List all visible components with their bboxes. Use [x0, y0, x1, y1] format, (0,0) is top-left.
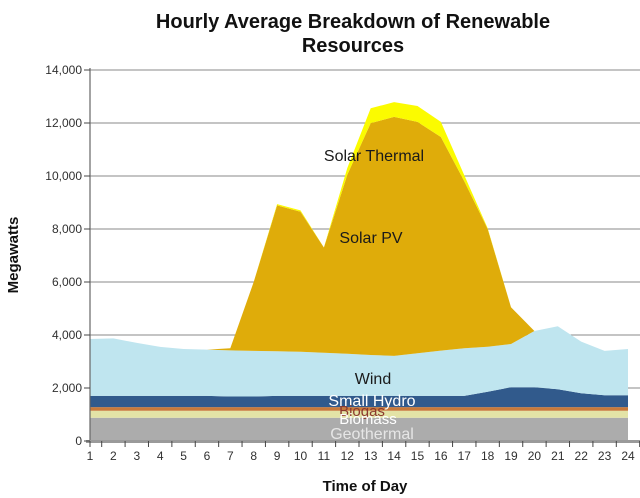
x-tick-label: 8	[250, 449, 257, 463]
chart-title: Hourly Average Breakdown of Renewable Re…	[155, 11, 551, 57]
y-axis-ticks: 0 2,000 4,000 6,000 8,000 10,000 12,000 14,000	[45, 63, 90, 448]
x-tick-label: 21	[551, 449, 565, 463]
x-tick-label: 13	[364, 449, 378, 463]
x-tick-label: 16	[434, 449, 448, 463]
area-geothermal	[90, 417, 628, 441]
area-series	[90, 102, 628, 441]
inline-series-labels: Solar Thermal Solar PV Wind Small Hydro …	[324, 148, 424, 443]
y-tick-label: 2,000	[52, 381, 82, 395]
x-tick-label: 1	[87, 449, 94, 463]
x-axis-title: Time of Day	[323, 478, 408, 495]
x-tick-label: 18	[481, 449, 495, 463]
x-tick-label: 23	[598, 449, 612, 463]
x-tick-label: 3	[133, 449, 140, 463]
series-label-solar-pv: Solar PV	[339, 230, 402, 247]
x-tick-label: 15	[411, 449, 425, 463]
x-tick-label: 11	[318, 449, 331, 463]
series-label-biogas: Biogas	[339, 403, 385, 420]
area-biogas	[90, 407, 628, 411]
x-tick-label: 14	[387, 449, 401, 463]
area-small-hydro	[90, 387, 628, 408]
series-label-small-hydro: Small Hydro	[328, 393, 415, 410]
x-tick-label: 7	[227, 449, 234, 463]
x-tick-label: 24	[621, 449, 635, 463]
area-biomass	[90, 410, 628, 418]
y-tick-label: 12,000	[45, 116, 82, 130]
y-tick-label: 4,000	[52, 328, 82, 342]
x-tick-label: 10	[294, 449, 308, 463]
y-tick-label: 10,000	[45, 169, 82, 183]
x-tick-label: 6	[204, 449, 211, 463]
x-tick-label: 9	[274, 449, 281, 463]
area-wind	[90, 326, 628, 397]
y-tick-label: 14,000	[45, 63, 82, 77]
y-axis-title: Megawatts	[5, 217, 22, 294]
series-label-wind: Wind	[355, 371, 391, 388]
x-axis-ticks: 1 2 3 4 5 6 7 8 9 10 11 12 13 14 15 16 17 18 19 20 21 22 23 24	[87, 441, 640, 463]
x-tick-label: 19	[504, 449, 518, 463]
x-tick-label: 22	[575, 449, 589, 463]
x-tick-label: 20	[528, 449, 542, 463]
series-label-solar-thermal: Solar Thermal	[324, 148, 424, 165]
x-tick-label: 12	[341, 449, 355, 463]
x-tick-label: 17	[458, 449, 472, 463]
y-tick-label: 8,000	[52, 222, 82, 236]
x-tick-label: 5	[180, 449, 187, 463]
y-tick-label: 0	[75, 434, 82, 448]
series-label-geothermal: Geothermal	[330, 426, 414, 443]
x-tick-label: 2	[110, 449, 117, 463]
area-solar-pv	[90, 116, 628, 356]
y-tick-label: 6,000	[52, 275, 82, 289]
x-tick-label: 4	[157, 449, 164, 463]
series-label-biomass: Biomass	[339, 411, 397, 428]
